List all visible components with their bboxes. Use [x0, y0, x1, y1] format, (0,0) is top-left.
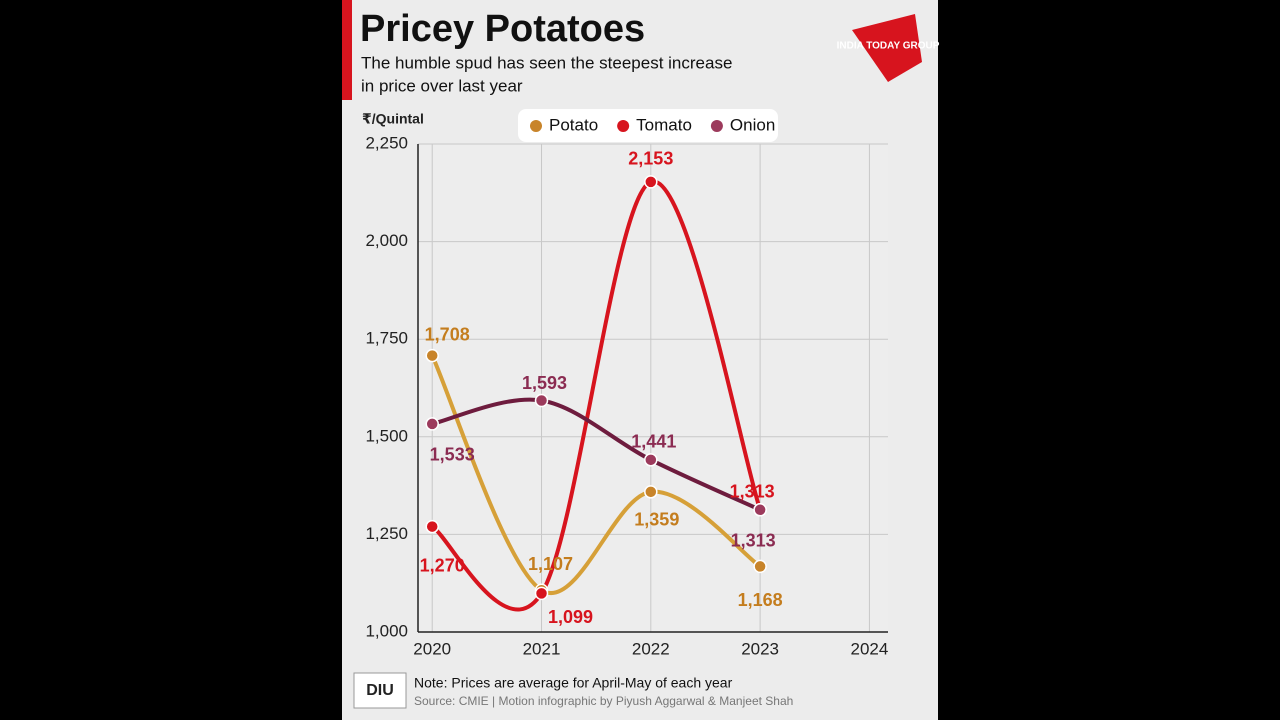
subtitle: The humble spud has seen the steepest in…	[361, 53, 732, 72]
legend-swatch	[617, 120, 630, 132]
data-label: 1,708	[425, 324, 470, 344]
chart-title: Pricey Potatoes	[360, 8, 645, 50]
point	[644, 175, 658, 189]
point	[534, 586, 549, 601]
legend-label: Potato	[549, 115, 598, 134]
logo: INDIA TODAY GROUP	[837, 41, 940, 52]
point	[425, 348, 439, 363]
legend-label: Onion	[730, 115, 775, 134]
footer-logo: DIU	[366, 682, 394, 699]
point	[753, 559, 767, 574]
data-label: 1,099	[548, 607, 593, 627]
data-label: 1,313	[730, 482, 775, 502]
data-label: 1,270	[420, 555, 465, 575]
data-label: 1,359	[634, 510, 679, 530]
point	[534, 393, 549, 408]
y-tick-label: 1,250	[365, 524, 408, 543]
subtitle: in price over last year	[361, 76, 523, 95]
y-tick-label: 1,000	[365, 621, 408, 640]
data-label: 1,593	[522, 373, 567, 393]
plot-area	[418, 144, 888, 632]
legend	[518, 109, 778, 142]
point	[425, 519, 439, 534]
point	[644, 485, 658, 499]
logo-shape	[852, 14, 922, 82]
x-tick-label: 2024	[851, 639, 889, 658]
data-label: 2,153	[628, 149, 673, 169]
x-tick-label: 2020	[413, 639, 451, 658]
line	[431, 397, 761, 512]
y-tick-label: 2,000	[365, 231, 408, 250]
legend-label: Tomato	[636, 115, 692, 134]
x-tick-label: 2021	[523, 639, 561, 658]
y-axis-label: ₹/Quintal	[362, 111, 424, 127]
note: Note: Prices are average for April-May o…	[414, 675, 733, 691]
point	[644, 453, 658, 467]
legend-swatch	[530, 120, 542, 132]
legend-swatch	[710, 120, 723, 132]
point	[425, 417, 439, 431]
footer-logo-box	[353, 672, 407, 709]
y-tick-label: 1,500	[365, 426, 408, 445]
accent-bar	[342, 0, 352, 100]
data-label: 1,107	[528, 554, 573, 574]
data-label: 1,168	[738, 590, 783, 610]
x-tick-label: 2022	[632, 639, 670, 658]
data-label: 1,441	[631, 432, 676, 452]
line	[430, 354, 762, 595]
x-tick-label: 2023	[741, 639, 779, 658]
y-tick-label: 2,250	[365, 133, 408, 152]
data-label: 1,533	[430, 445, 475, 465]
source: Source: CMIE | Motion infographic by Piy…	[414, 694, 793, 708]
y-tick-label: 1,750	[365, 329, 408, 348]
line	[430, 179, 763, 612]
data-label: 1,313	[731, 531, 776, 551]
point	[753, 503, 767, 517]
